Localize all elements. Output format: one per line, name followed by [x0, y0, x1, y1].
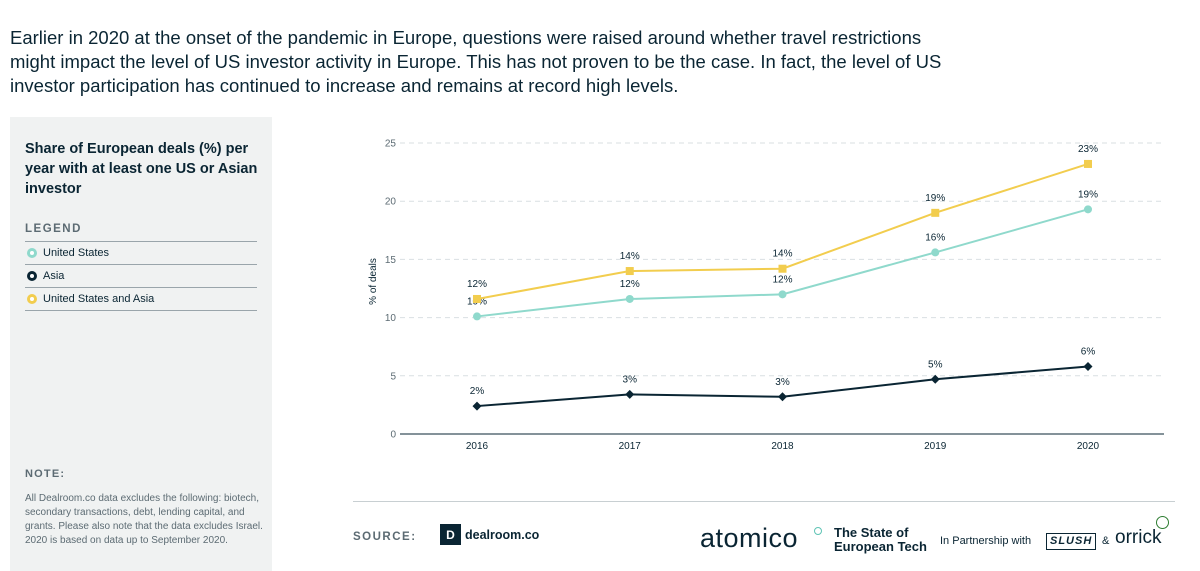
legend-heading: LEGEND — [25, 223, 82, 235]
data-label-united-states-and-asia: 23% — [1078, 144, 1098, 155]
data-label-united-states-and-asia: 19% — [925, 193, 945, 204]
data-point-asia — [472, 401, 482, 411]
chart-sidebar: Share of European deals (%) per year wit… — [10, 117, 272, 571]
chart-title: Share of European deals (%) per year wit… — [25, 141, 258, 197]
note-text: All Dealroom.co data excludes the follow… — [25, 493, 263, 546]
line-chart: 0 5 10 15 20 25 2016 2017 2018 2019 2020 % of deals… — [368, 139, 1164, 452]
y-tick-label: 10 — [385, 313, 397, 324]
intro-paragraph: Earlier in 2020 at the onset of the pand… — [10, 27, 942, 96]
data-label-united-states-and-asia: 12% — [467, 279, 487, 290]
legend-label: United States — [43, 247, 110, 259]
data-point-asia — [625, 389, 635, 399]
data-point-united-states — [931, 248, 940, 257]
series-line-united-states — [476, 208, 1089, 318]
source-label: SOURCE: — [353, 531, 417, 543]
data-point-united-states — [1084, 205, 1092, 214]
legend: United States Asia United States and Asi… — [25, 241, 257, 311]
y-tick-label: 5 — [390, 371, 396, 382]
data-point-asia — [778, 392, 787, 402]
slush-logo: SLUSH — [1046, 533, 1097, 550]
y-tick-label: 0 — [390, 430, 396, 441]
y-tick-label: 15 — [385, 255, 397, 266]
legend-item-asia: Asia — [25, 264, 257, 287]
ampersand: & — [1102, 535, 1110, 547]
partnership-text: In Partnership with — [940, 535, 1032, 547]
data-point-asia — [930, 374, 940, 384]
data-label-united-states-and-asia: 14% — [772, 249, 792, 260]
legend-swatch-united-states-and-asia — [27, 294, 37, 304]
data-point-united-states-and-asia — [473, 294, 481, 303]
dealroom-logo: D dealroom.co — [440, 524, 539, 545]
note-heading: NOTE: — [25, 468, 66, 480]
x-tick-label: 2017 — [619, 441, 642, 452]
x-tick-label: 2018 — [771, 441, 794, 452]
report-title-line-1: The State of — [834, 525, 909, 540]
data-label-united-states-and-asia: 14% — [620, 251, 640, 262]
data-point-united-states — [778, 290, 787, 299]
dealroom-mark-icon: D — [440, 524, 461, 545]
data-label-asia: 5% — [928, 359, 943, 370]
data-label-asia: 2% — [470, 386, 485, 397]
data-point-united-states-and-asia — [778, 264, 787, 273]
data-label-united-states: 16% — [925, 232, 945, 243]
data-point-asia — [1083, 361, 1093, 371]
footer-divider — [353, 501, 1175, 502]
data-point-united-states — [473, 312, 481, 321]
legend-label: Asia — [43, 270, 65, 282]
data-point-united-states-and-asia — [931, 208, 940, 217]
data-point-united-states-and-asia — [1084, 159, 1092, 168]
data-point-united-states — [625, 294, 634, 303]
legend-item-united-states-and-asia: United States and Asia — [25, 287, 257, 311]
data-label-asia: 3% — [623, 374, 638, 385]
report-title-line-2: European Tech — [834, 539, 927, 554]
legend-swatch-asia — [27, 271, 37, 281]
y-tick-label: 25 — [385, 139, 397, 150]
data-label-united-states: 12% — [772, 274, 792, 285]
report-title: The State of European Tech — [834, 526, 927, 554]
data-point-united-states-and-asia — [625, 267, 634, 276]
data-label-united-states: 12% — [620, 279, 640, 290]
atomico-logo: atomico — [700, 523, 799, 553]
legend-swatch-united-states — [27, 248, 37, 258]
atomico-ring-icon — [814, 527, 822, 535]
orrick-leaf-icon — [1156, 516, 1169, 529]
legend-label: United States and Asia — [43, 293, 155, 305]
legend-item-united-states: United States — [25, 241, 257, 264]
data-label-united-states: 19% — [1078, 189, 1098, 200]
y-tick-label: 20 — [385, 197, 397, 208]
x-tick-label: 2019 — [924, 441, 947, 452]
dealroom-wordmark: dealroom.co — [465, 527, 540, 542]
x-tick-label: 2020 — [1077, 441, 1100, 452]
data-label-asia: 6% — [1081, 346, 1096, 357]
data-label-asia: 3% — [775, 377, 790, 388]
x-tick-label: 2016 — [466, 441, 489, 452]
orrick-logo: orrick — [1115, 527, 1162, 548]
y-axis-label: % of deals — [368, 258, 379, 305]
